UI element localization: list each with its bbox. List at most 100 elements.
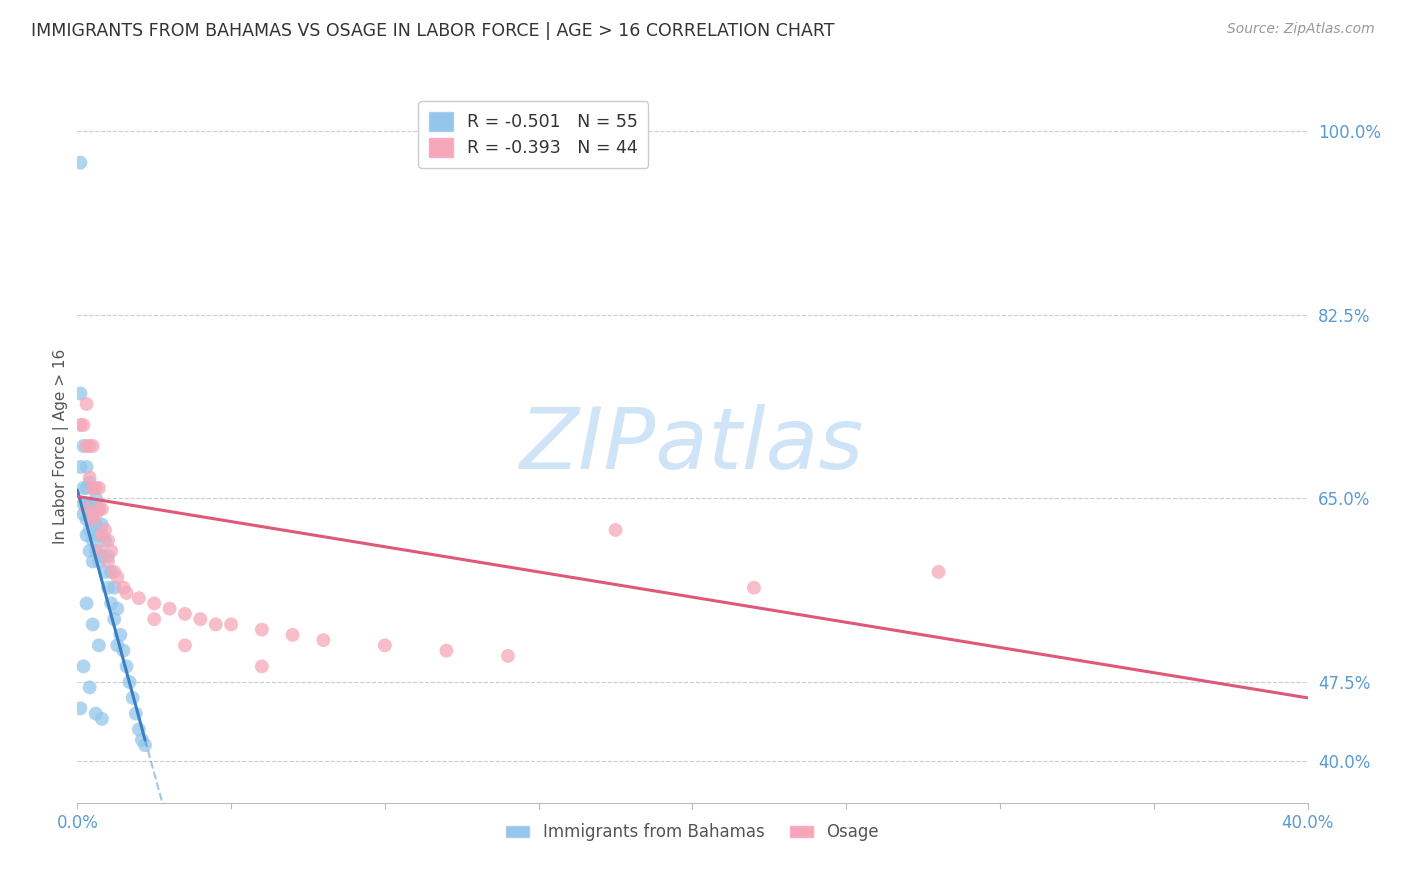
Point xyxy=(115,586,138,600)
Point xyxy=(76,439,98,453)
Point xyxy=(87,481,110,495)
Point xyxy=(87,502,110,516)
Point xyxy=(94,523,117,537)
Point xyxy=(128,723,150,737)
Point xyxy=(69,155,91,169)
Point xyxy=(72,507,94,521)
Point xyxy=(90,528,114,542)
Point xyxy=(436,643,458,657)
Point xyxy=(87,554,110,568)
Point xyxy=(87,502,110,516)
Point xyxy=(281,628,304,642)
Point xyxy=(112,643,135,657)
Point xyxy=(87,544,110,558)
Point xyxy=(105,601,128,615)
Point xyxy=(87,639,110,653)
Point xyxy=(103,581,125,595)
Point xyxy=(84,491,107,506)
Point xyxy=(134,738,156,752)
Point xyxy=(72,417,94,432)
Point xyxy=(87,528,110,542)
Point xyxy=(84,706,107,721)
Point xyxy=(82,481,104,495)
Point xyxy=(69,386,91,401)
Point xyxy=(82,439,104,453)
Point xyxy=(79,439,101,453)
Point xyxy=(97,554,120,568)
Point xyxy=(128,591,150,606)
Point xyxy=(103,612,125,626)
Point xyxy=(250,659,273,673)
Point xyxy=(159,601,181,615)
Point xyxy=(110,628,132,642)
Text: ZIPatlas: ZIPatlas xyxy=(520,404,865,488)
Point xyxy=(605,523,627,537)
Point xyxy=(112,581,135,595)
Point xyxy=(143,596,166,610)
Point xyxy=(103,565,125,579)
Point xyxy=(90,712,114,726)
Point xyxy=(82,533,104,548)
Point xyxy=(72,659,94,673)
Point xyxy=(79,470,101,484)
Y-axis label: In Labor Force | Age > 16: In Labor Force | Age > 16 xyxy=(53,349,69,543)
Point xyxy=(219,617,242,632)
Point xyxy=(76,460,98,475)
Point xyxy=(76,397,98,411)
Point xyxy=(100,565,122,579)
Point xyxy=(928,565,950,579)
Point xyxy=(97,581,120,595)
Point xyxy=(76,512,98,526)
Point xyxy=(742,581,765,595)
Legend: Immigrants from Bahamas, Osage: Immigrants from Bahamas, Osage xyxy=(499,817,886,848)
Point xyxy=(79,544,101,558)
Point xyxy=(76,481,98,495)
Point xyxy=(94,565,117,579)
Point xyxy=(143,612,166,626)
Point xyxy=(79,681,101,695)
Point xyxy=(105,570,128,584)
Point xyxy=(82,617,104,632)
Point xyxy=(84,544,107,558)
Point xyxy=(82,554,104,568)
Point xyxy=(76,596,98,610)
Point xyxy=(97,549,120,564)
Point xyxy=(72,439,94,453)
Point xyxy=(82,512,104,526)
Point xyxy=(79,497,101,511)
Point xyxy=(82,481,104,495)
Point xyxy=(125,706,148,721)
Point xyxy=(312,633,335,648)
Point xyxy=(174,607,197,621)
Point xyxy=(94,533,117,548)
Point xyxy=(131,732,153,747)
Point xyxy=(76,528,98,542)
Point xyxy=(90,502,114,516)
Point xyxy=(121,690,143,705)
Point xyxy=(118,675,141,690)
Point xyxy=(69,417,91,432)
Text: IMMIGRANTS FROM BAHAMAS VS OSAGE IN LABOR FORCE | AGE > 16 CORRELATION CHART: IMMIGRANTS FROM BAHAMAS VS OSAGE IN LABO… xyxy=(31,22,834,40)
Point xyxy=(76,497,98,511)
Point xyxy=(100,544,122,558)
Point xyxy=(374,639,396,653)
Point xyxy=(496,648,519,663)
Point xyxy=(72,481,94,495)
Point xyxy=(79,475,101,490)
Point xyxy=(105,639,128,653)
Point xyxy=(188,612,212,626)
Point xyxy=(174,639,197,653)
Point xyxy=(79,523,101,537)
Point xyxy=(115,659,138,673)
Point xyxy=(72,497,94,511)
Point xyxy=(90,517,114,532)
Point xyxy=(76,502,98,516)
Point xyxy=(204,617,226,632)
Point xyxy=(69,701,91,715)
Point xyxy=(82,507,104,521)
Point xyxy=(97,533,120,548)
Point xyxy=(250,623,273,637)
Point xyxy=(90,549,114,564)
Text: Source: ZipAtlas.com: Source: ZipAtlas.com xyxy=(1227,22,1375,37)
Point xyxy=(100,596,122,610)
